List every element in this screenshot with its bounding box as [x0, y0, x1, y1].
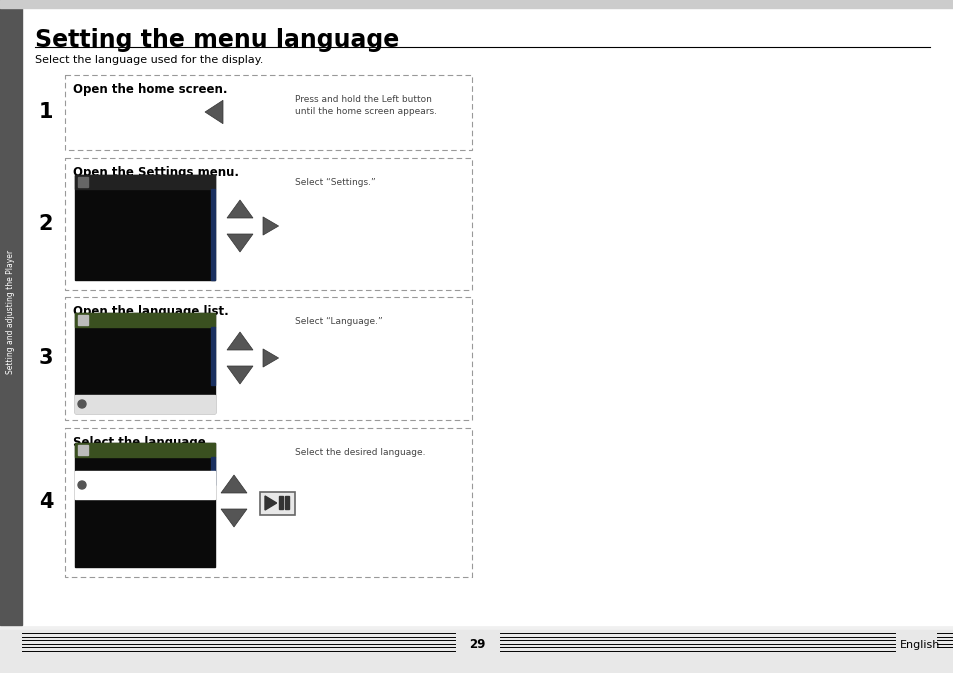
Bar [279, 497, 282, 509]
Bar [285, 497, 289, 509]
Text: 29: 29 [468, 639, 485, 651]
Circle shape [78, 481, 86, 489]
Polygon shape [227, 200, 253, 218]
Bar [0, 630, 953, 673]
Text: Open the home screen.: Open the home screen. [73, 83, 227, 96]
Polygon shape [263, 349, 278, 367]
Polygon shape [227, 234, 253, 252]
Text: English: English [899, 640, 940, 650]
Text: Press and hold the Left button
until the home screen appears.: Press and hold the Left button until the… [294, 95, 436, 116]
Text: Select “Language.”: Select “Language.” [294, 317, 382, 326]
Bar [0, 0, 953, 8]
Bar [75, 175, 214, 189]
Text: 4: 4 [39, 493, 53, 513]
Text: 3: 3 [39, 349, 53, 369]
Bar [75, 443, 214, 567]
Bar [75, 471, 214, 499]
Polygon shape [263, 217, 278, 235]
FancyBboxPatch shape [260, 491, 295, 514]
Text: Select the language.: Select the language. [73, 436, 211, 449]
Bar [211, 327, 214, 385]
Circle shape [78, 400, 86, 408]
Polygon shape [205, 100, 223, 124]
Text: Select the language used for the display.: Select the language used for the display… [35, 55, 263, 65]
Polygon shape [227, 366, 253, 384]
Polygon shape [221, 475, 247, 493]
Bar [75, 313, 214, 327]
Polygon shape [221, 509, 247, 527]
Text: Open the Settings menu.: Open the Settings menu. [73, 166, 239, 179]
Polygon shape [227, 332, 253, 350]
Bar [75, 443, 214, 457]
Text: 2: 2 [39, 214, 53, 234]
Bar [78, 445, 88, 455]
Text: Open the language list.: Open the language list. [73, 305, 229, 318]
Text: Setting and adjusting the Player: Setting and adjusting the Player [7, 250, 15, 374]
Bar [75, 313, 214, 413]
Bar [0, 0, 22, 625]
Bar [75, 395, 214, 413]
Text: Select “Settings.”: Select “Settings.” [294, 178, 375, 187]
Bar [78, 315, 88, 325]
Bar [75, 175, 214, 280]
Bar [78, 177, 88, 187]
Bar [211, 189, 214, 280]
Text: 1: 1 [39, 102, 53, 122]
Polygon shape [265, 496, 276, 510]
Text: Select the desired language.: Select the desired language. [294, 448, 425, 457]
Bar [211, 457, 214, 485]
Text: Setting the menu language: Setting the menu language [35, 28, 399, 52]
